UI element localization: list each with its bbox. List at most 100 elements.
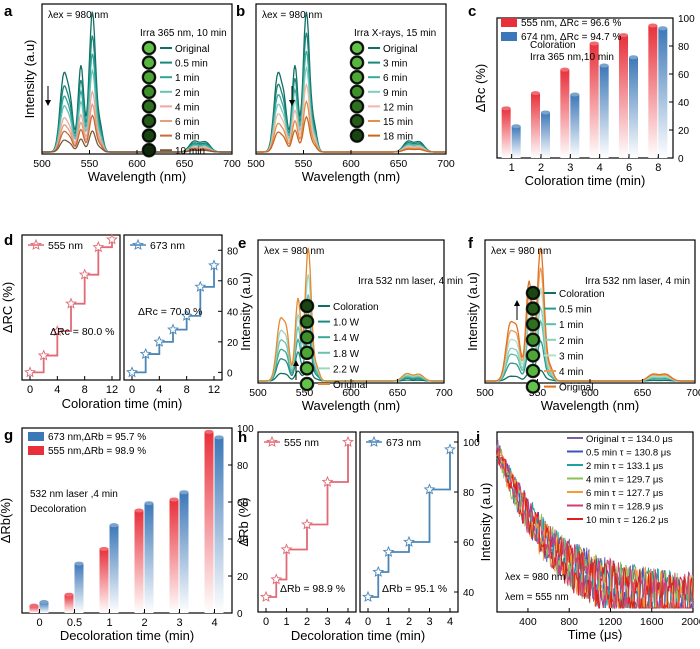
chart-a: 500 550 600 650 700 Wavelength (nm) Intensity … bbox=[22, 3, 241, 184]
x-tick-label: 3 bbox=[426, 616, 432, 628]
star-marker bbox=[180, 309, 193, 321]
plot-frame bbox=[496, 17, 674, 159]
legend-label: 15 min bbox=[383, 117, 413, 128]
legend-label: 18 min bbox=[383, 132, 413, 143]
sample-photo-icon bbox=[299, 314, 315, 329]
sample-photo-glow bbox=[528, 381, 538, 392]
bar-cap bbox=[109, 523, 119, 528]
sample-photo-icon bbox=[349, 84, 365, 100]
star-marker bbox=[280, 543, 293, 555]
legend-label: 1.8 W bbox=[333, 349, 360, 360]
sample-photo-glow bbox=[144, 86, 154, 97]
legend-label: 555 nm bbox=[284, 437, 319, 449]
x-tick-label: 0.5 bbox=[67, 617, 82, 629]
x-tick-label: 12 bbox=[106, 384, 118, 396]
bar bbox=[144, 503, 154, 613]
bar bbox=[109, 525, 119, 613]
legend-label: 1.0 W bbox=[333, 318, 360, 329]
x-tick-label: 1 bbox=[509, 162, 515, 174]
sample-photo-icon bbox=[525, 363, 541, 379]
y-tick-label: 40 bbox=[463, 588, 475, 599]
sample-photo-icon bbox=[141, 113, 157, 129]
star-marker bbox=[24, 366, 36, 378]
sample-photo-icon bbox=[349, 99, 365, 114]
sample-photo-icon bbox=[525, 348, 541, 363]
x-tick-label: 600 bbox=[342, 158, 360, 170]
x-tick-label: 4 bbox=[54, 384, 60, 396]
sample-photo-icon bbox=[141, 99, 157, 114]
bar-cap bbox=[29, 603, 39, 608]
y-tick-label: 40 bbox=[227, 307, 239, 318]
y-tick-label: 80 bbox=[227, 246, 239, 257]
star-marker bbox=[382, 545, 395, 557]
x-tick-label: 600 bbox=[128, 158, 146, 170]
sample-photo-icon bbox=[141, 84, 157, 100]
y-tick-label: 80 bbox=[463, 488, 475, 499]
bar-cap bbox=[599, 63, 609, 68]
x-tick-label: 650 bbox=[389, 387, 407, 399]
star-marker bbox=[92, 241, 105, 253]
panel-label-c: c bbox=[468, 3, 476, 20]
bar-cap bbox=[204, 429, 214, 434]
x-tick-label: 500 bbox=[476, 387, 494, 399]
star-marker bbox=[51, 325, 64, 337]
star-marker bbox=[301, 518, 313, 530]
sample-photo-glow bbox=[352, 72, 362, 83]
x-tick-label: 4 bbox=[345, 616, 351, 628]
bar-cap bbox=[589, 41, 599, 46]
legend-label: 3 min bbox=[383, 59, 407, 70]
y-axis-label: Intensity (a.u) bbox=[478, 483, 493, 562]
delta-annotation: ΔRc = 70.0 % bbox=[138, 306, 203, 318]
sample-photo-glow bbox=[144, 145, 154, 156]
legend-label: 6 min bbox=[383, 73, 407, 84]
chart-note: Irra 365 nm,10 min bbox=[530, 52, 614, 63]
sample-photo-icon bbox=[349, 55, 365, 70]
x-tick-label: 700 bbox=[437, 158, 455, 170]
bar bbox=[99, 548, 109, 613]
sample-photo-glow bbox=[144, 72, 154, 83]
bar bbox=[589, 43, 599, 158]
legend-label: 673 nm,ΔRb = 95.7 % bbox=[48, 432, 146, 443]
sample-photo-glow bbox=[302, 379, 312, 389]
legend-label: 8 min τ = 128.9 μs bbox=[586, 502, 663, 513]
legend-label: Original bbox=[559, 383, 593, 394]
x-tick-label: 2 bbox=[304, 616, 310, 628]
x-tick-label: 550 bbox=[81, 158, 99, 170]
x-tick-label: 650 bbox=[176, 158, 194, 170]
bar bbox=[511, 126, 521, 158]
bar-cap bbox=[39, 600, 49, 605]
bar-cap bbox=[74, 561, 84, 566]
bar-cap bbox=[619, 33, 628, 38]
plot-frame bbox=[21, 427, 233, 614]
sample-photo-glow bbox=[528, 350, 538, 361]
y-axis-label: Intensity (a.u) bbox=[465, 272, 480, 351]
series-line bbox=[266, 442, 349, 598]
bar bbox=[179, 492, 189, 613]
panel-label-g: g bbox=[4, 427, 13, 444]
x-tick-label: 400 bbox=[519, 616, 537, 628]
sample-photo-glow bbox=[528, 303, 538, 314]
y-tick-label: 100 bbox=[463, 438, 480, 449]
legend-label: 10 min τ = 126.2 μs bbox=[586, 515, 669, 526]
x-tick-label: 700 bbox=[686, 387, 700, 399]
delta-annotation: ΔRb = 95.1 % bbox=[382, 583, 447, 595]
x-tick-label: 700 bbox=[435, 387, 453, 399]
bar-cap bbox=[541, 110, 550, 115]
y-tick-label: 20 bbox=[237, 572, 249, 583]
bar-cap bbox=[531, 91, 540, 96]
x-tick-label: 1 bbox=[385, 616, 391, 628]
sample-photo-icon bbox=[299, 361, 315, 376]
star-marker bbox=[444, 443, 456, 455]
x-tick-label: 12 bbox=[208, 384, 220, 396]
legend-label: 2 min bbox=[559, 336, 583, 347]
star-marker bbox=[153, 335, 166, 347]
x-tick-label: 600 bbox=[581, 387, 599, 399]
x-tick-label: 4 bbox=[156, 384, 162, 396]
x-tick-label: 3 bbox=[176, 617, 182, 629]
bar-cap bbox=[648, 23, 658, 28]
legend-label: Original bbox=[175, 44, 209, 55]
x-tick-label: 700 bbox=[223, 158, 241, 170]
legend-label: 0.5 min τ = 130.8 μs bbox=[586, 448, 671, 459]
x-axis-label: Wavelength (nm) bbox=[88, 169, 187, 184]
sample-photo-icon bbox=[141, 142, 157, 158]
